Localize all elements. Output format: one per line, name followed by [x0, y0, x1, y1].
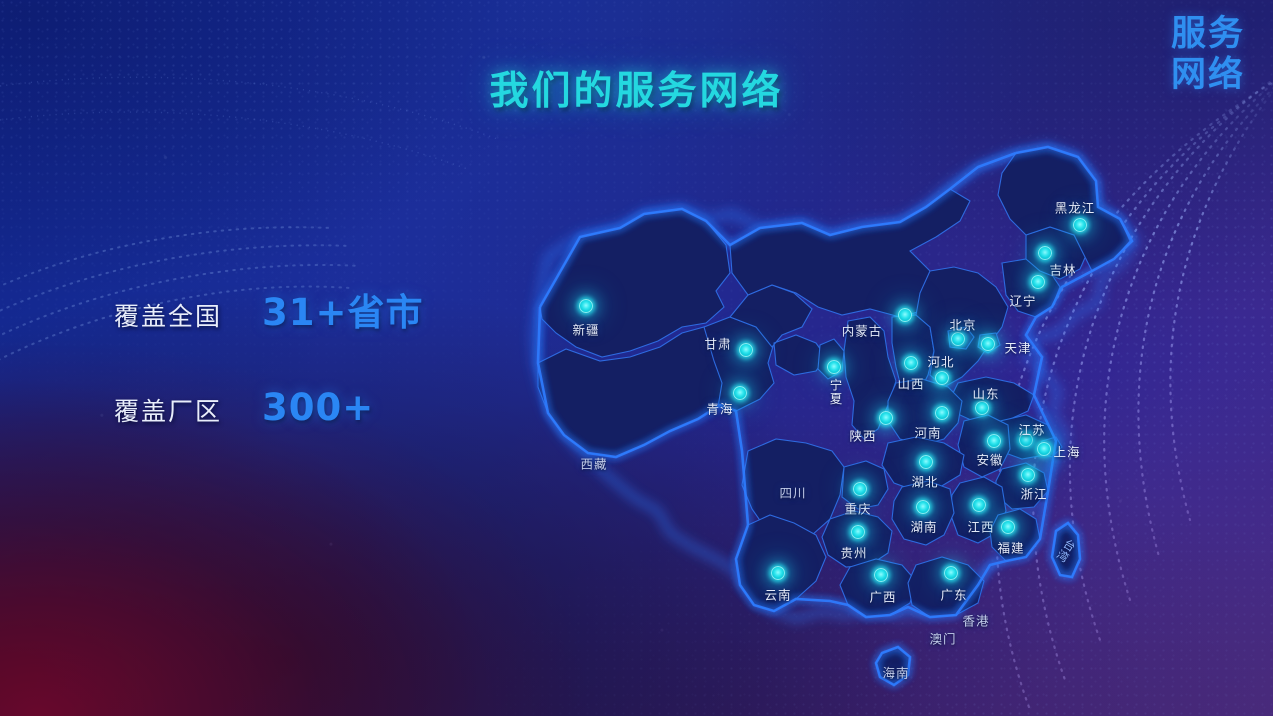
stat-label-provinces: 覆盖全国 [114, 302, 223, 331]
province-label: 北京 [949, 317, 977, 333]
stat-label-factories: 覆盖厂区 [114, 397, 223, 426]
map-marker[interactable] [898, 308, 912, 322]
map-marker[interactable] [827, 360, 841, 374]
province-label: 河南 [914, 425, 942, 441]
province-label: 香港 [962, 613, 990, 629]
stat-value-factories: 300+ [262, 386, 375, 429]
province-label: 四川 [779, 485, 807, 501]
province-label: 贵州 [840, 545, 868, 561]
province-label: 江西 [967, 519, 995, 535]
map-marker[interactable] [972, 498, 986, 512]
map-marker[interactable] [1038, 246, 1052, 260]
map-marker[interactable] [904, 356, 918, 370]
province-label: 江苏 [1018, 422, 1046, 438]
map-marker[interactable] [951, 332, 965, 346]
province-label: 广东 [940, 587, 968, 603]
map-marker[interactable] [944, 566, 958, 580]
corner-tag-line-1: 服务 [1170, 14, 1245, 54]
map-marker[interactable] [771, 566, 785, 580]
province-label: 河北 [927, 354, 955, 370]
map-marker[interactable] [987, 434, 1001, 448]
map-marker[interactable] [739, 343, 753, 357]
province-label: 新疆 [572, 322, 600, 338]
stat-row-factories: 覆盖厂区 300+ [114, 386, 424, 429]
province-label: 广西 [869, 589, 897, 605]
map-marker[interactable] [935, 406, 949, 420]
map-marker[interactable] [874, 568, 888, 582]
map-marker[interactable] [935, 371, 949, 385]
province-label: 山西 [897, 376, 925, 392]
map-marker[interactable] [1021, 468, 1035, 482]
map-province-shapes [537, 146, 1131, 686]
province-label: 陕西 [849, 428, 877, 444]
map-marker[interactable] [851, 525, 865, 539]
province-label: 黑龙江 [1054, 200, 1096, 216]
map-marker[interactable] [981, 337, 995, 351]
province-label: 吉林 [1049, 262, 1077, 278]
taiwan-label: 台湾 [1053, 536, 1079, 566]
province-label: 福建 [997, 540, 1025, 556]
stat-value-provinces: 31+省市 [262, 291, 424, 334]
map-marker[interactable] [733, 386, 747, 400]
province-label: 内蒙古 [841, 323, 883, 339]
corner-tag: 服务 网络 [1171, 14, 1245, 96]
province-label: 海南 [882, 665, 910, 681]
province-label: 上海 [1053, 444, 1081, 460]
province-label: 澳门 [929, 631, 957, 647]
province-label: 重庆 [844, 501, 872, 517]
map-marker[interactable] [579, 299, 593, 313]
province-label: 云南 [764, 587, 792, 603]
province-label: 宁夏 [827, 378, 843, 406]
province-label: 湖南 [910, 519, 938, 535]
province-label: 山东 [972, 386, 1000, 402]
map-marker[interactable] [1019, 433, 1033, 447]
map-marker[interactable] [879, 411, 893, 425]
province-label: 西藏 [580, 456, 608, 472]
stats-block: 覆盖全国 31+省市 覆盖厂区 300+ [114, 282, 424, 479]
province-label: 湖北 [911, 474, 939, 490]
map-marker[interactable] [1031, 275, 1045, 289]
province-label: 浙江 [1020, 486, 1048, 502]
map-marker[interactable] [853, 482, 867, 496]
province-label: 天津 [1004, 340, 1032, 356]
map-marker[interactable] [1001, 520, 1015, 534]
page-title: 我们的服务网络 [489, 69, 784, 114]
china-map[interactable]: 新疆西藏 甘肃青海 内蒙古宁夏 山西陕西四川 北京天津河北山东河南 江苏 上海安徽湖北浙江重… [430, 95, 1230, 710]
province-label: 辽宁 [1009, 293, 1037, 309]
map-marker[interactable] [975, 401, 989, 415]
map-marker[interactable] [1073, 218, 1087, 232]
map-marker[interactable] [919, 455, 933, 469]
map-markers-layer: 新疆西藏 甘肃青海 内蒙古宁夏 山西陕西四川 北京天津河北山东河南 江苏 上海安徽湖北浙江重… [430, 95, 1230, 710]
corner-tag-line-2: 网络 [1170, 54, 1245, 95]
map-marker[interactable] [916, 500, 930, 514]
map-coastline [536, 145, 1134, 687]
map-marker[interactable] [1037, 442, 1051, 456]
stat-row-provinces: 覆盖全国 31+省市 [114, 282, 424, 336]
province-label: 青海 [706, 401, 734, 417]
province-label: 安徽 [976, 452, 1004, 468]
province-label: 甘肃 [704, 336, 732, 352]
